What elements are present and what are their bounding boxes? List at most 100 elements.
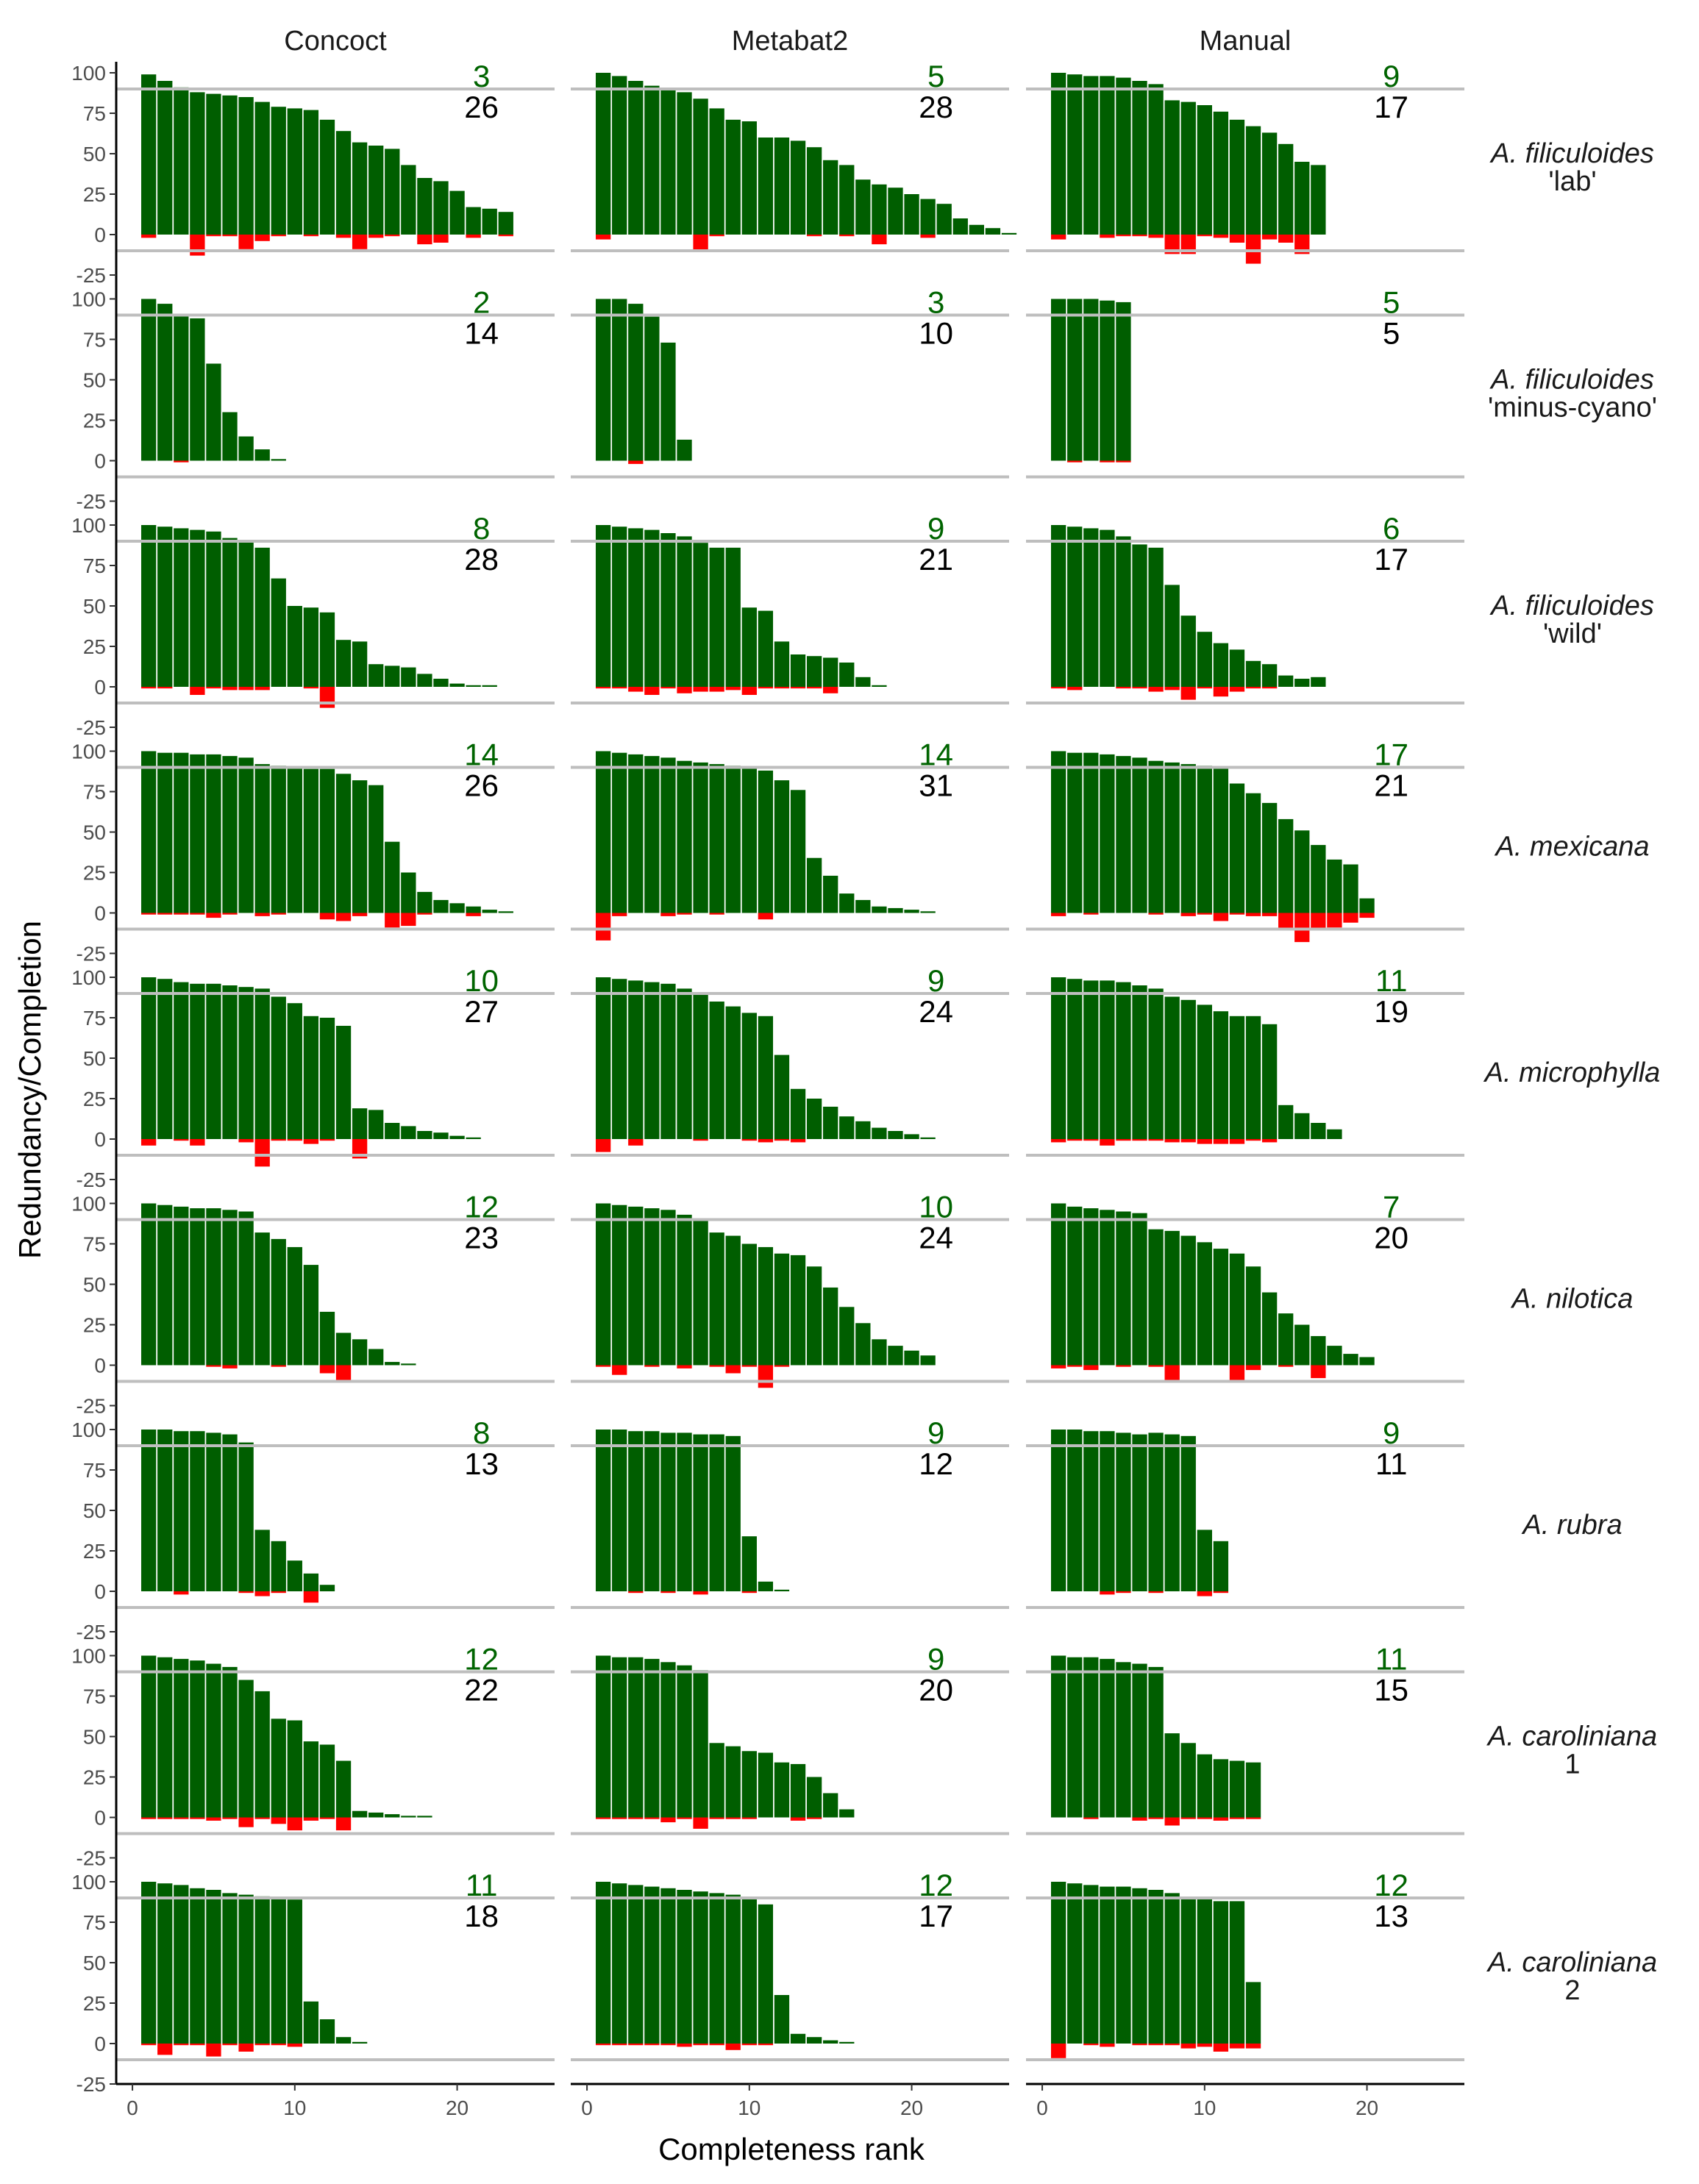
redundancy-bar — [660, 2044, 676, 2046]
count-high-quality: 5 — [927, 59, 944, 93]
completion-bar — [758, 1581, 774, 1591]
completion-bar — [1148, 988, 1164, 1139]
completion-bar — [1083, 752, 1099, 913]
y-tick-label: 75 — [83, 1007, 106, 1029]
completion-bar — [271, 1898, 286, 2044]
completion-bar — [1148, 547, 1164, 687]
y-tick-label: 25 — [83, 1314, 106, 1337]
completion-bar — [174, 528, 189, 687]
completion-bar — [628, 1431, 644, 1591]
completion-bar — [758, 138, 774, 235]
redundancy-bar — [254, 1139, 270, 1167]
redundancy-bar — [1116, 460, 1131, 463]
completion-bar — [1197, 1898, 1212, 2044]
redundancy-bar — [238, 1139, 254, 1143]
completion-bar — [693, 1434, 708, 1591]
y-tick-label: 25 — [83, 635, 106, 658]
redundancy-bar — [1164, 2044, 1180, 2046]
completion-bar — [287, 606, 302, 687]
completion-bar — [790, 654, 806, 687]
completion-bar — [1180, 615, 1196, 687]
completion-bar — [855, 179, 871, 235]
completion-bar — [790, 1088, 806, 1139]
redundancy-bar — [1050, 1139, 1066, 1143]
completion-bar — [254, 1896, 270, 2044]
redundancy-bar — [677, 913, 692, 915]
completion-bar — [271, 107, 286, 235]
completion-bar — [1311, 1335, 1326, 1366]
redundancy-bar — [1180, 1139, 1196, 1143]
redundancy-bar — [1359, 913, 1375, 918]
count-total: 17 — [919, 1899, 953, 1933]
y-tick-label: -25 — [76, 1621, 106, 1644]
completion-bar — [725, 1435, 741, 1591]
completion-bar — [839, 893, 855, 913]
completion-bar — [1100, 980, 1115, 1139]
redundancy-bar — [140, 1139, 157, 1146]
completion-bar — [157, 1430, 173, 1591]
completion-bar — [1116, 1432, 1131, 1591]
completion-bar — [1197, 632, 1212, 687]
completion-bar — [790, 790, 806, 913]
completion-bar — [595, 1882, 611, 2044]
completion-bar — [287, 1246, 302, 1366]
redundancy-bar — [693, 1139, 708, 1141]
redundancy-bar — [1116, 235, 1131, 237]
completion-bar — [1083, 299, 1099, 461]
completion-bar — [693, 1891, 708, 2044]
completion-bar — [238, 436, 254, 461]
count-high-quality: 9 — [927, 1641, 944, 1676]
completion-bar — [1245, 1762, 1261, 1818]
completion-bar — [644, 529, 660, 687]
completion-bar — [271, 996, 286, 1139]
completion-bar — [238, 541, 254, 687]
redundancy-bar — [1245, 687, 1261, 689]
completion-bar — [660, 1432, 676, 1591]
redundancy-bar — [709, 2044, 724, 2046]
redundancy-bar — [1245, 1139, 1261, 1141]
completion-bar — [319, 612, 335, 687]
redundancy-bar — [1148, 1817, 1164, 1819]
completion-bar — [904, 910, 919, 913]
completion-bar — [612, 752, 627, 913]
redundancy-bar — [206, 1817, 221, 1821]
redundancy-bar — [1197, 687, 1212, 689]
redundancy-bar — [709, 687, 724, 692]
y-tick-label: 75 — [83, 1233, 106, 1256]
redundancy-bar — [206, 2044, 221, 2057]
redundancy-bar — [595, 913, 611, 941]
redundancy-bar — [1132, 1817, 1147, 1821]
row-label-species: A. rubra — [1521, 1510, 1622, 1541]
completion-bar — [1100, 300, 1115, 461]
count-total: 28 — [919, 90, 953, 124]
completion-bar — [725, 1006, 741, 1139]
redundancy-bar — [1213, 235, 1229, 238]
redundancy-bar — [774, 687, 790, 689]
y-tick-label: -25 — [76, 1847, 106, 1870]
completion-bar — [1359, 898, 1375, 913]
completion-bar — [1294, 830, 1310, 913]
count-high-quality: 11 — [1375, 963, 1408, 998]
completion-bar — [190, 1208, 205, 1366]
completion-bar — [1229, 1760, 1245, 1818]
completion-bar — [385, 149, 400, 235]
completion-bar — [417, 1131, 432, 1139]
completion-bar — [1180, 999, 1196, 1139]
completion-bar — [498, 212, 513, 235]
completion-bar — [595, 1203, 611, 1366]
count-high-quality: 12 — [919, 1868, 953, 1902]
completion-bar — [725, 1894, 741, 2044]
redundancy-bar — [206, 687, 221, 689]
completion-bar — [466, 1137, 481, 1139]
completion-bar — [352, 780, 368, 913]
redundancy-bar — [693, 235, 708, 251]
completion-bar — [1197, 766, 1212, 913]
completion-bar — [1116, 982, 1131, 1139]
redundancy-bar — [595, 2044, 611, 2046]
completion-bar — [1311, 165, 1326, 235]
completion-bar — [774, 1762, 790, 1818]
redundancy-bar — [190, 1139, 205, 1146]
completion-bar — [774, 1253, 790, 1366]
completion-bar — [1132, 757, 1147, 913]
